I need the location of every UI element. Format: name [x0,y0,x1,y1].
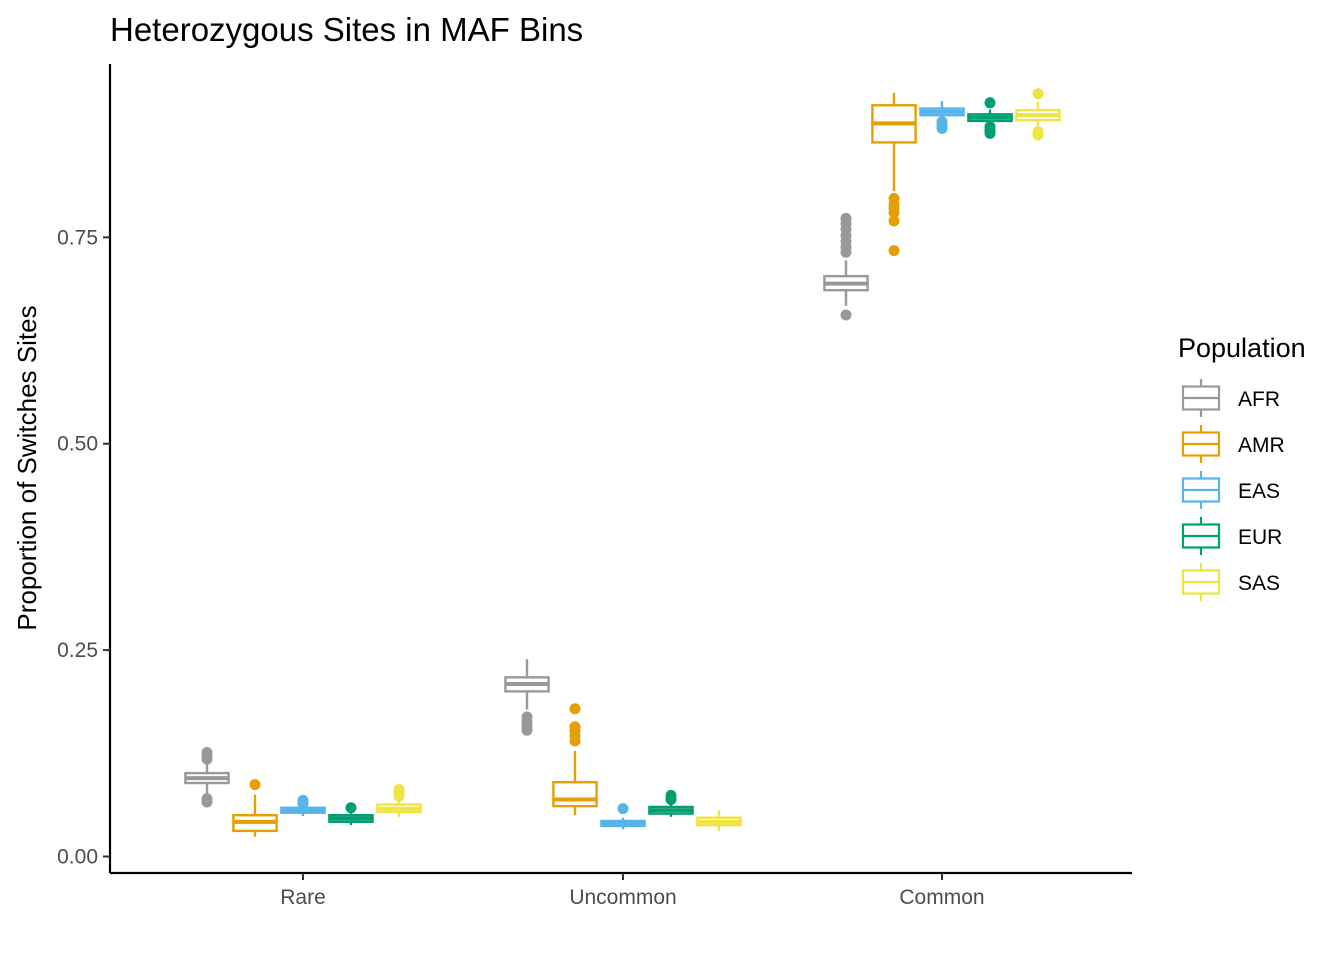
chart-title: Heterozygous Sites in MAF Bins [110,11,583,48]
outlier-point [665,789,677,801]
series-amr [232,92,917,837]
legend-item-sas: SAS [1181,563,1280,601]
box-eas-common [919,101,965,134]
outlier-point [569,703,581,715]
outlier-point [888,215,900,227]
series-afr [184,212,869,808]
axes: 0.00 0.25 0.50 0.75 Rare Uncommon Common [57,64,1132,909]
outlier-point [1032,126,1044,138]
x-tick-label: Common [899,886,984,909]
box-eur-uncommon [648,789,694,817]
outlier-point [201,793,213,805]
outlier-point [888,193,900,205]
legend-label: AMR [1238,434,1285,457]
series-sas [376,88,1061,831]
outlier-point [201,746,213,758]
legend: Population AFR AMR EAS EUR SAS [1178,333,1306,601]
legend-item-amr: AMR [1181,425,1285,463]
box-sas-rare [376,784,422,817]
y-tick-label: 0.25 [57,639,98,662]
legend-label: AFR [1238,388,1280,411]
legend-item-eur: EUR [1181,517,1282,555]
outlier-point [345,802,357,814]
y-tick-label: 0.50 [57,433,98,456]
outlier-point [617,803,629,815]
box-sas-common [1015,88,1061,141]
outlier-point [840,309,852,321]
box-sas-uncommon [696,810,742,831]
box-afr-uncommon [504,659,550,736]
outlier-point [840,212,852,224]
outlier-point [521,711,533,723]
box-eur-rare [328,802,374,826]
series-eur [328,97,1013,826]
box-eas-uncommon [600,803,646,830]
box-afr-rare [184,746,230,808]
box-eas-rare [280,794,326,817]
legend-label: EUR [1238,526,1282,549]
outlier-point [936,116,948,128]
outlier-point [1032,88,1044,100]
outlier-point [569,721,581,733]
y-tick-label: 0.75 [57,226,98,249]
plot-area [184,88,1061,837]
outlier-point [888,245,900,257]
box-amr-rare [232,779,278,837]
legend-key [1181,425,1221,463]
legend-item-afr: AFR [1181,379,1280,417]
legend-label: EAS [1238,480,1280,503]
outlier-point [984,121,996,133]
legend-key [1181,379,1221,417]
outlier-point [984,97,996,109]
outlier-point [297,794,309,806]
box-iqr [552,780,598,808]
legend-item-eas: EAS [1181,471,1280,509]
box-eur-common [967,97,1013,139]
x-tick-label: Uncommon [569,886,676,909]
box-afr-common [823,212,869,321]
y-tick-label: 0.00 [57,845,98,868]
outlier-point [249,779,261,791]
box-amr-common [871,92,917,257]
legend-key [1181,517,1221,555]
legend-label: SAS [1238,572,1280,595]
x-tick-label: Rare [280,886,326,909]
legend-key [1181,563,1221,601]
y-axis-title: Proportion of Switches Sites [12,305,42,630]
legend-title: Population [1178,333,1306,363]
legend-key [1181,471,1221,509]
series-eas [280,101,965,830]
box-amr-uncommon [552,703,598,816]
outlier-point [393,784,405,796]
